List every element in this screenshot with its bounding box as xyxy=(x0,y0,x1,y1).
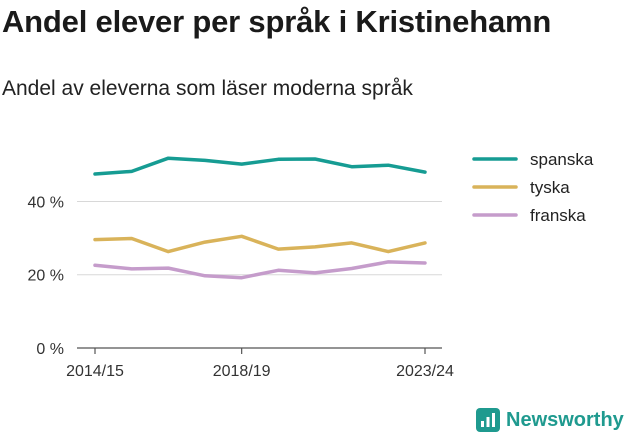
series-line-tyska xyxy=(93,234,427,254)
brand-name: Newsworthy xyxy=(506,408,624,431)
y-tick-label: 40 % xyxy=(28,194,64,211)
x-tick-label: 2014/15 xyxy=(66,363,124,380)
chart-subtitle: Andel av eleverna som läser moderna språ… xyxy=(2,77,413,100)
series-line-spanska xyxy=(93,156,427,176)
series-lines xyxy=(93,156,427,280)
x-tick-label: 2018/19 xyxy=(213,363,271,380)
legend-label-tyska: tyska xyxy=(530,178,570,197)
legend-label-spanska: spanska xyxy=(530,150,594,169)
newsworthy-brand[interactable]: Newsworthy xyxy=(476,408,624,432)
chart-title: Andel elever per språk i Kristinehamn xyxy=(2,4,552,39)
legend-label-franska: franska xyxy=(530,206,586,225)
legend: spanska tyska franska xyxy=(472,150,594,225)
x-tick-label: 2023/24 xyxy=(396,363,454,380)
series-line-franska xyxy=(93,260,427,280)
axes: 0 % 20 % 40 % 2014/15 2018/19 2023/24 xyxy=(28,194,454,380)
y-tick-label: 20 % xyxy=(28,268,64,285)
newsworthy-logo-icon xyxy=(476,408,500,432)
y-tick-label: 0 % xyxy=(36,341,64,358)
